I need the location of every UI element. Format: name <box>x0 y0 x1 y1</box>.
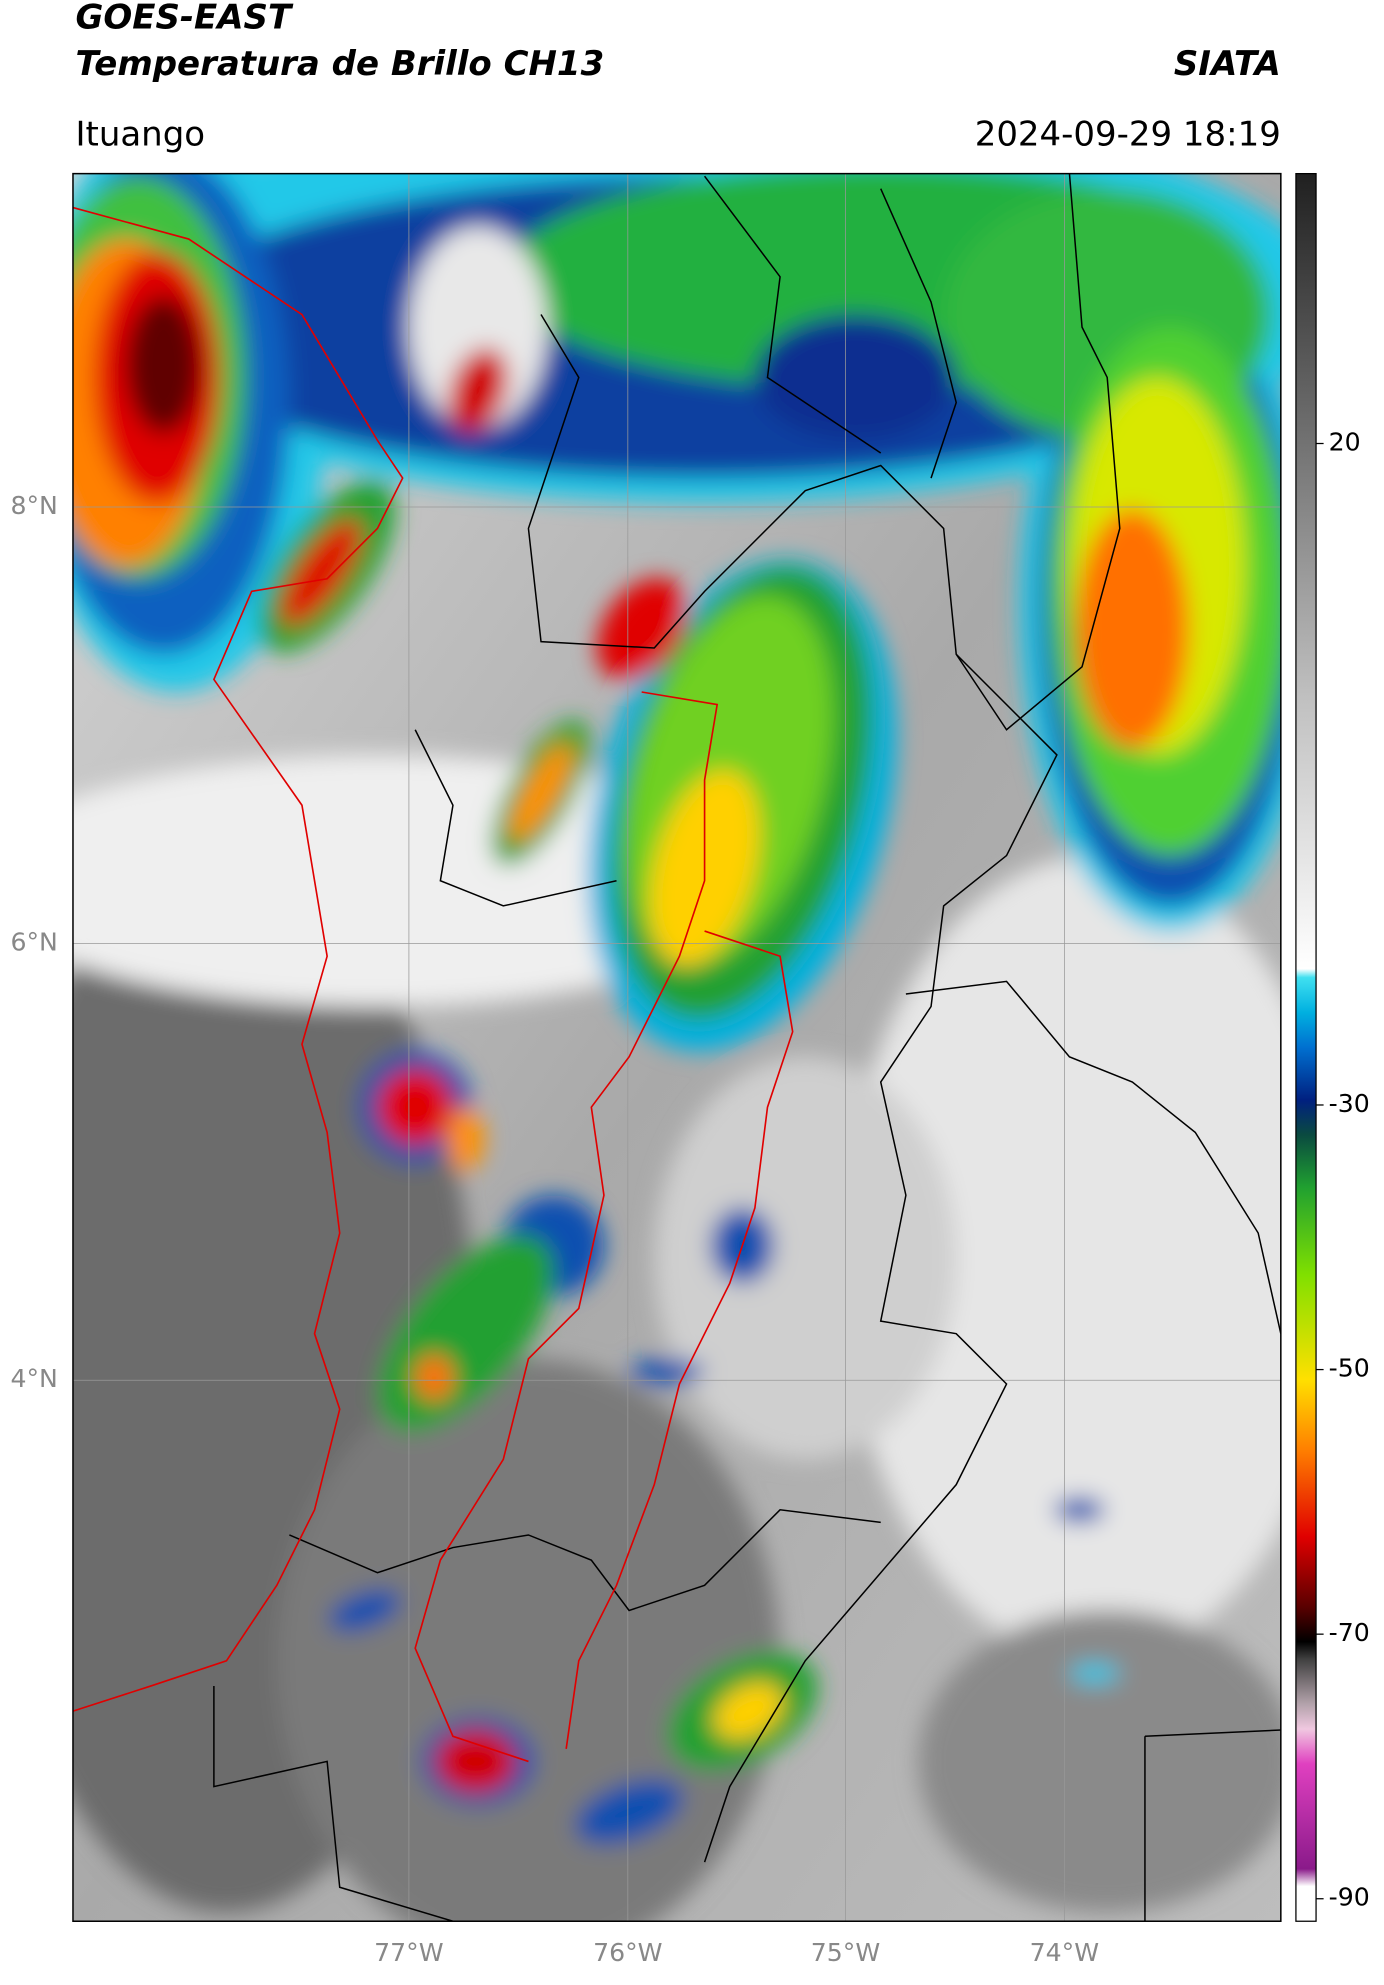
graticule <box>72 173 1281 1922</box>
cloud <box>508 742 574 843</box>
colorbar-label: -90 <box>1329 1883 1370 1912</box>
source: SIATA <box>1174 44 1281 84</box>
cloud <box>596 577 687 681</box>
border <box>527 173 1121 731</box>
border <box>1144 1729 1281 1922</box>
cloud <box>408 226 548 428</box>
border <box>213 1685 454 1922</box>
border <box>703 175 882 454</box>
lon-label: 75°W <box>811 1938 881 1967</box>
cloud <box>435 1729 516 1793</box>
border <box>565 930 794 1749</box>
border <box>289 1509 881 1612</box>
colorbar-scale <box>1295 172 1317 1922</box>
border <box>414 691 719 1763</box>
cloud <box>415 1355 453 1401</box>
border <box>414 729 617 907</box>
colorbar-label: -70 <box>1329 1618 1370 1647</box>
cloud-layer <box>72 173 1281 1922</box>
cloud <box>843 855 1281 1661</box>
cloud <box>446 1107 485 1171</box>
lat-label: 8°N <box>10 491 57 520</box>
cloud <box>1069 1663 1120 1684</box>
region: Ituango <box>75 114 205 154</box>
cloud <box>328 1589 401 1632</box>
lon-labels: 77°W 76°W 75°W 74°W <box>374 1938 1099 1967</box>
lat-labels: 8°N 6°N 4°N <box>10 491 57 1393</box>
product: Temperatura de Brillo CH13 <box>75 44 604 84</box>
cloud <box>276 1358 780 1922</box>
cloud <box>754 314 957 441</box>
colorbar: 20 -30 -50 -70 -90 <box>1295 172 1370 1922</box>
satellite: GOES-EAST <box>75 0 293 37</box>
cloud <box>918 1610 1281 1913</box>
cloud <box>654 1056 957 1460</box>
colorbar-label: -30 <box>1329 1089 1370 1118</box>
colorbar-label: -50 <box>1329 1354 1370 1383</box>
department-borders <box>213 173 1281 1922</box>
border <box>905 980 1281 1334</box>
cloud <box>575 1779 684 1845</box>
cloud <box>629 1358 705 1384</box>
datetime: 2024-09-29 18:19 <box>975 114 1281 154</box>
cloud <box>125 295 202 435</box>
map-frame <box>72 172 1282 1922</box>
cloud <box>1075 509 1189 749</box>
cloud <box>377 1069 453 1145</box>
lon-label: 74°W <box>1030 1938 1100 1967</box>
coastline <box>72 206 404 1712</box>
cloud <box>280 519 362 626</box>
lon-label: 77°W <box>374 1938 444 1967</box>
cloud <box>1054 1497 1105 1523</box>
cloud <box>448 347 509 433</box>
regional-borders <box>72 206 794 1763</box>
lat-label: 6°N <box>10 928 57 957</box>
border <box>880 188 958 479</box>
colorbar-label: 20 <box>1329 428 1361 457</box>
lat-label: 4°N <box>10 1364 57 1393</box>
border <box>703 653 1058 1863</box>
satellite-map <box>72 173 1281 1922</box>
lon-label: 76°W <box>593 1938 663 1967</box>
